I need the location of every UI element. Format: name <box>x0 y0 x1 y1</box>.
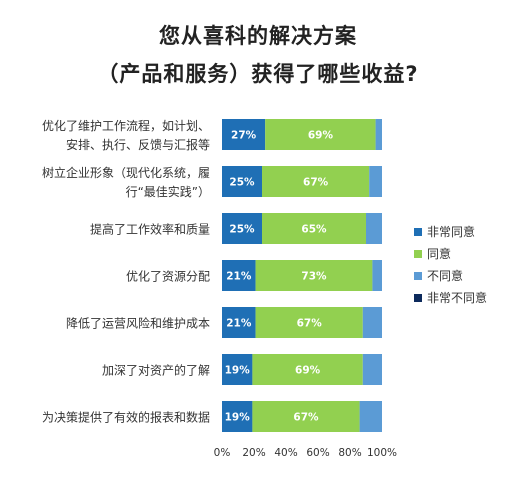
bar-segment <box>222 166 262 197</box>
bar-segment <box>362 354 382 385</box>
bar-segment <box>255 260 373 291</box>
data-label: 19% <box>225 412 251 424</box>
legend-swatch <box>414 294 422 302</box>
data-label: 67% <box>297 318 323 330</box>
bar-segment <box>255 307 363 338</box>
legend-label: 不同意 <box>427 268 463 283</box>
legend-label: 非常不同意 <box>427 290 487 305</box>
x-tick-label: 40% <box>274 447 297 459</box>
data-label: 67% <box>303 177 329 189</box>
x-tick-label: 0% <box>214 447 231 459</box>
category-label: 降低了运营风险和维护成本 <box>66 316 210 331</box>
data-label: 69% <box>295 365 321 377</box>
x-tick-label: 20% <box>242 447 265 459</box>
data-label: 73% <box>301 271 327 283</box>
bar-segment <box>362 307 382 338</box>
data-label: 69% <box>308 130 334 142</box>
bar-segment <box>372 260 382 291</box>
legend-swatch <box>414 228 422 236</box>
bar-segment <box>222 401 253 432</box>
chart-title-line-2: （产品和服务）获得了哪些收益? <box>97 62 419 86</box>
bar-segment <box>252 401 360 432</box>
category-label: 优化了维护工作流程，如计划、 <box>42 118 210 133</box>
data-label: 25% <box>229 177 255 189</box>
bar-segment <box>369 166 382 197</box>
legend-label: 非常同意 <box>427 224 475 239</box>
category-label: 行“最佳实践”） <box>126 184 210 199</box>
bar-segment <box>222 307 256 338</box>
bar-segment <box>366 213 382 244</box>
category-label: 安排、执行、反馈与汇报等 <box>66 137 210 152</box>
bar-segment <box>222 213 262 244</box>
data-label: 21% <box>226 318 252 330</box>
bar-segment <box>222 119 266 150</box>
legend-label: 同意 <box>427 246 451 261</box>
x-tick-label: 100% <box>367 447 397 459</box>
category-label: 提高了工作效率和质量 <box>90 222 210 237</box>
bar-segment <box>222 354 253 385</box>
bar-segment <box>222 260 256 291</box>
data-label: 19% <box>225 365 251 377</box>
x-tick-label: 80% <box>338 447 361 459</box>
category-label: 树立企业形象（现代化系统，履 <box>42 165 210 180</box>
legend-swatch <box>414 272 422 280</box>
data-label: 65% <box>301 224 327 236</box>
data-label: 27% <box>231 130 257 142</box>
x-tick-label: 60% <box>306 447 329 459</box>
legend-swatch <box>414 250 422 258</box>
bar-segment <box>252 354 363 385</box>
category-label: 加深了对资产的了解 <box>102 363 210 378</box>
data-label: 67% <box>293 412 319 424</box>
bar-segment <box>262 213 366 244</box>
category-label: 为决策提供了有效的报表和数据 <box>42 410 210 425</box>
bar-segment <box>375 119 382 150</box>
data-label: 21% <box>226 271 252 283</box>
bar-segment <box>262 166 370 197</box>
chart-title-line-1: 您从喜科的解决方案 <box>159 24 357 48</box>
bar-segment <box>265 119 376 150</box>
bar-segment <box>359 401 382 432</box>
data-label: 25% <box>229 224 255 236</box>
category-label: 优化了资源分配 <box>126 270 210 284</box>
